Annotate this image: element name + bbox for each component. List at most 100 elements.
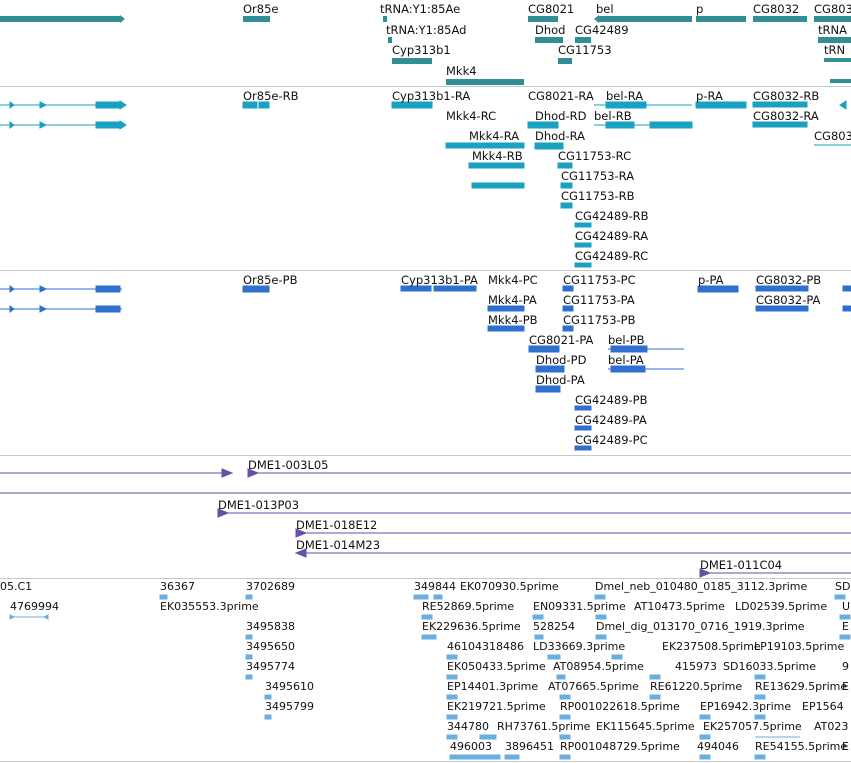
gene-span[interactable]: [0, 16, 120, 22]
transcript-label[interactable]: Mkk4-RC: [446, 109, 497, 123]
est-label[interactable]: RE54155.5prime: [755, 740, 848, 753]
protein-label[interactable]: Mkk4-PB: [488, 313, 538, 327]
est-label[interactable]: E: [842, 680, 849, 693]
protein-label[interactable]: CG11753-PA: [563, 293, 635, 307]
est-label[interactable]: EK115645.5prime: [596, 720, 695, 733]
est-label[interactable]: LD02539.5prime: [735, 600, 828, 613]
gene-label[interactable]: tRN: [824, 43, 846, 57]
est-label[interactable]: RE61220.5prime: [650, 680, 743, 693]
est-label[interactable]: RH73761.5prime: [497, 720, 591, 733]
est-label[interactable]: RE52869.5prime: [422, 600, 515, 613]
est-label[interactable]: LD33669.3prime: [533, 640, 626, 653]
transcript-label[interactable]: CG803: [814, 129, 851, 143]
protein-label[interactable]: Mkk4-PA: [488, 293, 537, 307]
protein-label[interactable]: Dhod-PD: [536, 353, 587, 367]
clone-label[interactable]: DME1-013P03: [218, 498, 300, 512]
protein-label[interactable]: CG8032-PA: [756, 293, 821, 307]
est-label[interactable]: 3702689: [246, 580, 295, 593]
transcript-label[interactable]: Dhod-RD: [535, 109, 587, 123]
est-label[interactable]: 528254: [533, 620, 575, 633]
gene-label[interactable]: Or85e: [243, 2, 279, 16]
gene-span[interactable]: [818, 37, 851, 43]
est-label[interactable]: EP14401.3prime: [447, 680, 539, 693]
transcript-label[interactable]: CG42489-RC: [575, 249, 649, 263]
est-label[interactable]: E: [842, 740, 849, 753]
est-label[interactable]: EN09331.5prime: [533, 600, 626, 613]
est-label[interactable]: EK229636.5prime: [422, 620, 521, 633]
est-label[interactable]: EK237508.5prime: [662, 640, 761, 653]
gene-label[interactable]: tRNA:Y1:85Ad: [386, 23, 467, 37]
gene-label[interactable]: p: [696, 2, 704, 16]
gene-span[interactable]: [388, 37, 392, 43]
protein-label[interactable]: Dhod-PA: [536, 373, 585, 387]
transcript-label[interactable]: Dhod-RA: [535, 129, 586, 143]
est-label[interactable]: 344780: [447, 720, 489, 733]
gene-span[interactable]: [243, 16, 270, 22]
gene-span[interactable]: [696, 16, 746, 22]
est-label[interactable]: LP19103.5prime: [754, 640, 845, 653]
transcript-label[interactable]: p-RA: [696, 89, 723, 103]
est-label[interactable]: 3495610: [265, 680, 314, 693]
est-label[interactable]: EK070930.5prime: [460, 580, 559, 593]
est-label[interactable]: AT07665.5prime: [548, 680, 639, 693]
est-label[interactable]: 4769994: [10, 600, 59, 613]
protein-label[interactable]: CG42489-PB: [575, 393, 648, 407]
gene-span[interactable]: [558, 58, 572, 64]
protein-label[interactable]: CG42489-PA: [575, 413, 647, 427]
transcript-label[interactable]: CG11753-RB: [561, 189, 635, 203]
gene-label[interactable]: CG8021: [528, 2, 575, 16]
est-label[interactable]: U: [842, 600, 851, 613]
protein-label[interactable]: CG11753-PB: [563, 313, 636, 327]
gene-span[interactable]: [383, 16, 387, 22]
clone-label[interactable]: DME1-011C04: [700, 558, 783, 572]
gene-label[interactable]: CG8032: [753, 2, 800, 16]
protein-label[interactable]: bel-PB: [608, 333, 645, 347]
transcript-label[interactable]: Or85e-RB: [243, 89, 299, 103]
est-label[interactable]: 3495838: [246, 620, 295, 633]
est-label[interactable]: E: [842, 620, 849, 633]
gene-label[interactable]: Dhod: [535, 23, 566, 37]
gene-label[interactable]: tRNA:Y1:85Ae: [380, 2, 461, 16]
gene-span[interactable]: [575, 37, 591, 43]
est-label[interactable]: SD16033.5prime: [723, 660, 816, 673]
est-label[interactable]: 9: [842, 660, 849, 673]
est-label[interactable]: EP1564: [802, 700, 844, 713]
transcript-label[interactable]: CG42489-RA: [575, 229, 649, 243]
est-label[interactable]: 494046: [697, 740, 739, 753]
protein-label[interactable]: Or85e-PB: [243, 273, 298, 287]
est-label[interactable]: 3495799: [265, 700, 314, 713]
est-label[interactable]: 36367: [160, 580, 195, 593]
gene-span[interactable]: [446, 79, 524, 85]
est-label[interactable]: EK257057.5prime: [703, 720, 802, 733]
est-label[interactable]: Dmel_dig_013170_0716_1919.3prime: [596, 620, 805, 633]
est-label[interactable]: AT08954.5prime: [553, 660, 644, 673]
protein-label[interactable]: Cyp313b1-PA: [401, 273, 478, 287]
est-label[interactable]: 46104318486: [447, 640, 524, 653]
gene-span[interactable]: [599, 16, 692, 22]
gene-label[interactable]: tRNA: [818, 23, 847, 37]
gene-span[interactable]: [830, 79, 851, 83]
est-label[interactable]: 3896451: [505, 740, 554, 753]
transcript-label[interactable]: CG8032-RB: [753, 89, 820, 103]
transcript-label[interactable]: bel-RA: [606, 89, 644, 103]
transcript-label[interactable]: CG11753-RC: [558, 149, 632, 163]
est-label[interactable]: EK219721.5prime: [447, 700, 546, 713]
transcript-label[interactable]: Cyp313b1-RA: [392, 89, 471, 103]
transcript-label[interactable]: Mkk4-RB: [472, 149, 523, 163]
est-label[interactable]: EK035553.3prime: [160, 600, 259, 613]
est-label[interactable]: 496003: [450, 740, 492, 753]
est-label[interactable]: AT10473.5prime: [634, 600, 725, 613]
transcript-label[interactable]: Mkk4-RA: [469, 129, 520, 143]
est-label[interactable]: 05.C1: [0, 580, 33, 593]
est-label[interactable]: 3495650: [246, 640, 295, 653]
est-label[interactable]: Dmel_neb_010480_0185_3112.3prime: [595, 580, 808, 593]
protein-label[interactable]: Mkk4-PC: [488, 273, 538, 287]
est-label[interactable]: 415973: [675, 660, 717, 673]
protein-label[interactable]: CG11753-PC: [563, 273, 636, 287]
gene-span[interactable]: [535, 37, 563, 43]
gene-label[interactable]: bel: [596, 2, 614, 16]
transcript-label[interactable]: CG42489-RB: [575, 209, 649, 223]
gene-label[interactable]: Cyp313b1: [392, 43, 451, 57]
est-label[interactable]: 349844: [414, 580, 456, 593]
